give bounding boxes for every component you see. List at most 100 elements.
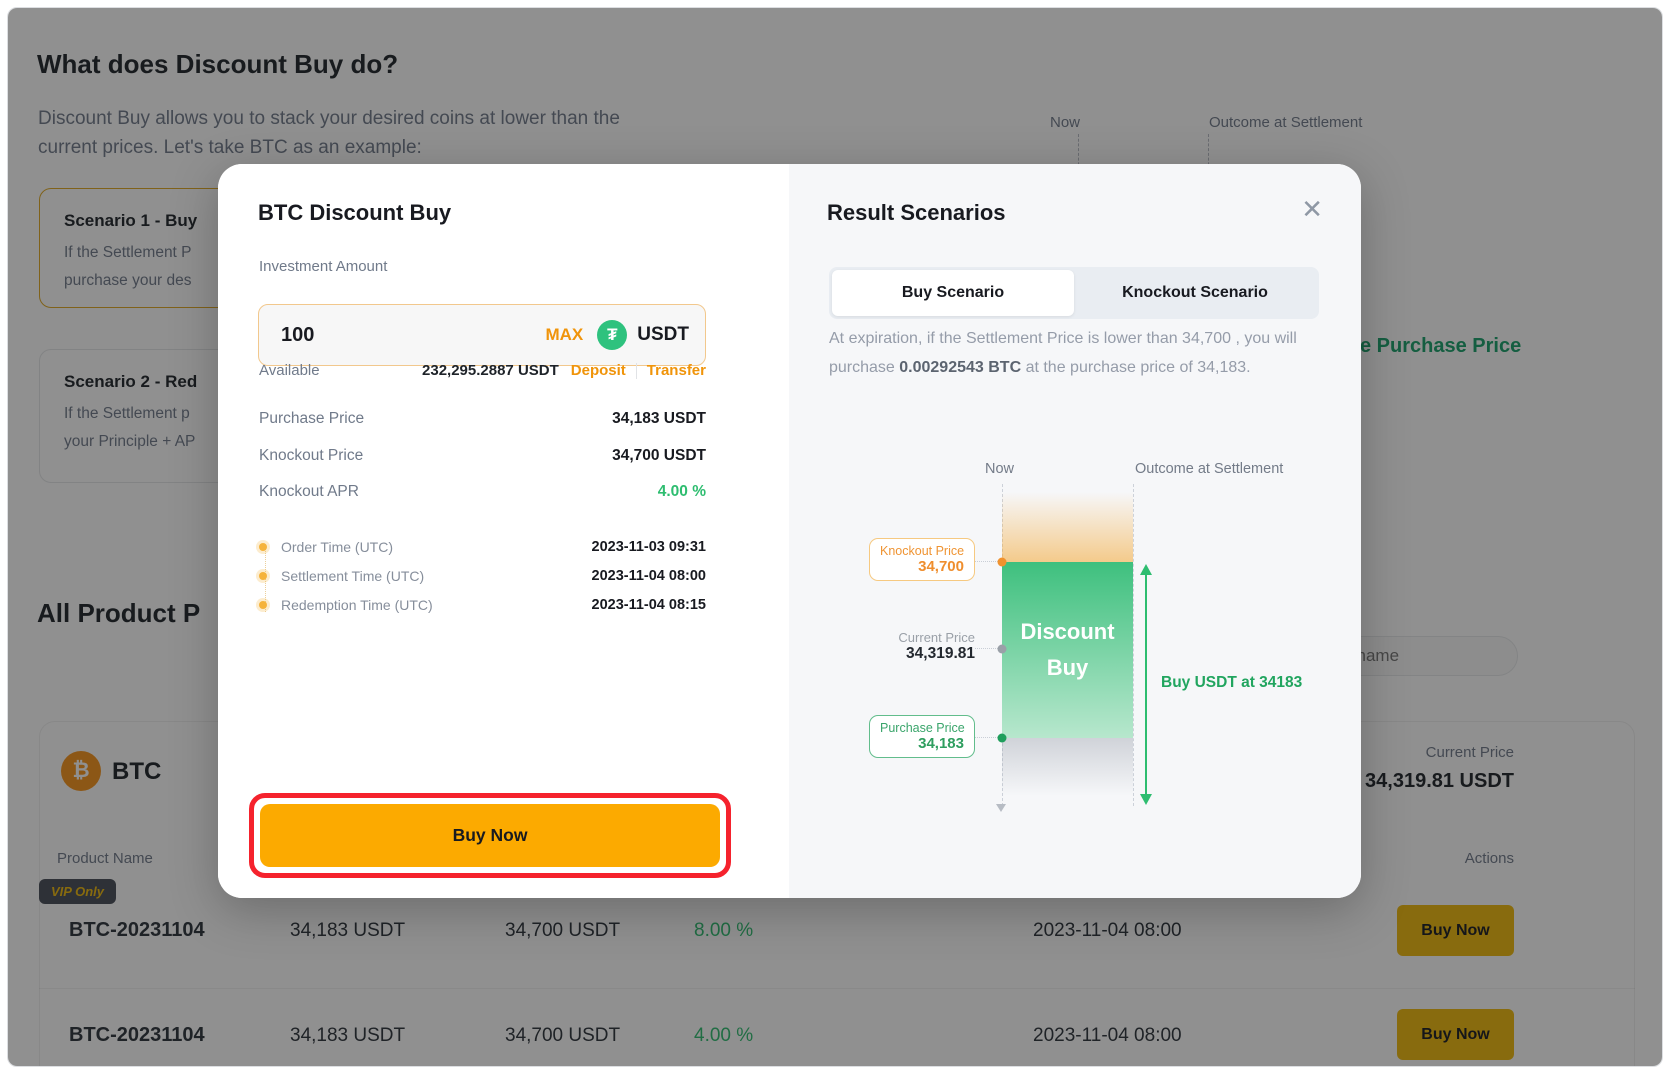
amount-input[interactable] <box>281 323 546 347</box>
row-divider <box>39 988 1635 989</box>
hero-description: Discount Buy allows you to stack your de… <box>38 108 620 158</box>
table-row-knockout-price: 34,700 USDT <box>505 920 621 941</box>
below-purchase-gradient <box>1002 738 1133 796</box>
chart-outcome-dashed-line <box>1133 484 1134 806</box>
purchase-point <box>997 733 1007 743</box>
current-price-tag: Current Price 34,319.81 <box>849 630 975 663</box>
result-scenarios-panel: Result Scenarios ✕ Buy Scenario Knockout… <box>789 164 1361 898</box>
purchase-price-value: 34,183 USDT <box>612 410 706 427</box>
range-arrow-down-icon <box>1140 794 1152 805</box>
table-row-settlement-date: 2023-11-04 08:00 <box>1033 1025 1182 1046</box>
chart-now-label: Now <box>985 461 1015 477</box>
purchase-price-row: Purchase Price 34,183 USDT <box>259 410 706 428</box>
settlement-time-label: Settlement Time (UTC) <box>281 568 425 584</box>
settlement-time-value: 2023-11-04 08:00 <box>591 568 707 584</box>
timeline-dot-icon <box>259 543 267 551</box>
usdt-token-icon: ₮ <box>597 320 628 350</box>
knockout-price-tag: Knockout Price 34,700 <box>869 538 975 581</box>
close-icon[interactable]: ✕ <box>1301 194 1323 224</box>
scenario-2-title: Scenario 2 - Red <box>64 372 198 391</box>
discount-buy-zone: Discount Buy <box>1002 562 1133 738</box>
bg-chart-now-dash <box>1078 134 1079 170</box>
order-time-label: Order Time (UTC) <box>281 539 393 555</box>
max-button[interactable]: MAX <box>545 325 584 344</box>
scenario-tabs: Buy Scenario Knockout Scenario <box>829 267 1319 319</box>
range-arrow-line <box>1145 574 1147 794</box>
purchase-price-label: Purchase Price <box>259 410 365 427</box>
current-tag-value: 34,319.81 <box>906 645 975 662</box>
investment-amount-label: Investment Amount <box>259 258 388 275</box>
btc-coin-icon: ₿ <box>61 751 101 791</box>
currency-label: USDT <box>637 324 689 345</box>
bg-chart-outcome-label: Outcome at Settlement <box>1209 114 1363 131</box>
table-row-apr: 4.00 % <box>694 1025 754 1046</box>
knockout-price-value: 34,700 USDT <box>612 447 706 464</box>
knockout-apr-row: Knockout APR 4.00 % <box>259 483 706 501</box>
bg-chart-outcome-dash <box>1208 134 1209 170</box>
range-arrow-up-icon <box>1140 564 1152 575</box>
redemption-time-label: Redemption Time (UTC) <box>281 597 433 613</box>
zone-label-line1: Discount <box>1020 619 1115 644</box>
modal-title: BTC Discount Buy <box>258 200 452 225</box>
settlement-time-row: Settlement Time (UTC) 2023-11-04 08:00 <box>259 568 706 584</box>
table-row-name: BTC-20231104 <box>69 919 205 941</box>
redemption-time-row: Redemption Time (UTC) 2023-11-04 08:15 <box>259 597 706 613</box>
vip-only-badge: VIP Only <box>39 879 116 904</box>
modal-form-panel: BTC Discount Buy Investment Amount MAX ₮… <box>218 164 789 898</box>
purchase-tag-label: Purchase Price <box>880 721 965 735</box>
current-price-value: 34,319.81 USDT <box>1365 770 1514 792</box>
table-row-purchase-price: 34,183 USDT <box>290 1025 406 1046</box>
knockout-apr-value: 4.00 % <box>657 483 706 500</box>
tab-buy-scenario[interactable]: Buy Scenario <box>832 270 1074 316</box>
buy-range-label: Buy USDT at 34183 <box>1161 674 1303 691</box>
description-btc-amount: 0.00292543 BTC <box>899 359 1022 376</box>
link-divider <box>635 362 637 379</box>
order-time-row: Order Time (UTC) 2023-11-03 09:31 <box>259 539 706 555</box>
investment-amount-field: MAX ₮ USDT <box>258 304 706 366</box>
knockout-price-label: Knockout Price <box>259 447 364 464</box>
discount-buy-modal: BTC Discount Buy Investment Amount MAX ₮… <box>218 164 1361 898</box>
page-title: What does Discount Buy do? <box>37 49 399 79</box>
order-timeline: Order Time (UTC) 2023-11-03 09:31 Settle… <box>259 536 706 626</box>
timeline-connector <box>265 548 266 612</box>
purchase-connector <box>975 737 1002 738</box>
available-balance-row: Available 232,295.2887 USDT Deposit Tran… <box>259 362 706 379</box>
buy-now-row-button[interactable]: Buy Now <box>1397 905 1514 956</box>
scenario-description: At expiration, if the Settlement Price i… <box>829 324 1297 382</box>
knockout-tag-value: 34,700 <box>918 558 964 575</box>
description-suffix: at the purchase price of 34,183. <box>1021 359 1251 376</box>
table-row-purchase-price: 34,183 USDT <box>290 920 406 941</box>
coin-label: BTC <box>112 758 162 785</box>
knockout-zone-gradient <box>1002 492 1133 562</box>
available-label: Available <box>259 362 320 379</box>
scenario-1-line1: If the Settlement P <box>64 244 192 261</box>
scenario-1-title: Scenario 1 - Buy <box>64 211 198 230</box>
current-tag-label: Current Price <box>898 630 975 645</box>
knockout-price-row: Knockout Price 34,700 USDT <box>259 447 706 465</box>
chart-outcome-label: Outcome at Settlement <box>1135 461 1284 477</box>
knockout-tag-label: Knockout Price <box>880 544 965 558</box>
knockout-connector <box>975 561 1002 562</box>
deposit-link[interactable]: Deposit <box>570 362 626 379</box>
tab-knockout-scenario[interactable]: Knockout Scenario <box>1074 270 1316 316</box>
current-price-label: Current Price <box>1425 744 1514 761</box>
knockout-apr-label: Knockout APR <box>259 483 359 500</box>
bg-chart-now-label: Now <box>1050 114 1081 131</box>
result-scenarios-title: Result Scenarios <box>827 200 1006 225</box>
buy-now-row-button[interactable]: Buy Now <box>1397 1009 1514 1060</box>
table-row-name: BTC-20231104 <box>69 1024 205 1046</box>
table-row-apr: 8.00 % <box>694 920 754 941</box>
transfer-link[interactable]: Transfer <box>646 362 706 379</box>
description-prefix: At expiration, if the Settlement Price i… <box>829 330 1297 376</box>
column-header-actions: Actions <box>1464 850 1514 867</box>
scenario-1-line2: purchase your des <box>64 272 192 289</box>
current-connector <box>975 648 1002 649</box>
buy-now-button[interactable]: Buy Now <box>260 804 720 867</box>
purchase-price-tag: Purchase Price 34,183 <box>869 715 975 758</box>
all-products-section-title: All Product P <box>37 598 201 628</box>
redemption-time-value: 2023-11-04 08:15 <box>591 597 707 613</box>
bg-green-text-fragment: e Purchase Price <box>1360 335 1522 357</box>
order-time-value: 2023-11-03 09:31 <box>591 539 707 555</box>
column-header-product-name: Product Name <box>57 850 153 867</box>
current-price-point <box>997 644 1007 654</box>
